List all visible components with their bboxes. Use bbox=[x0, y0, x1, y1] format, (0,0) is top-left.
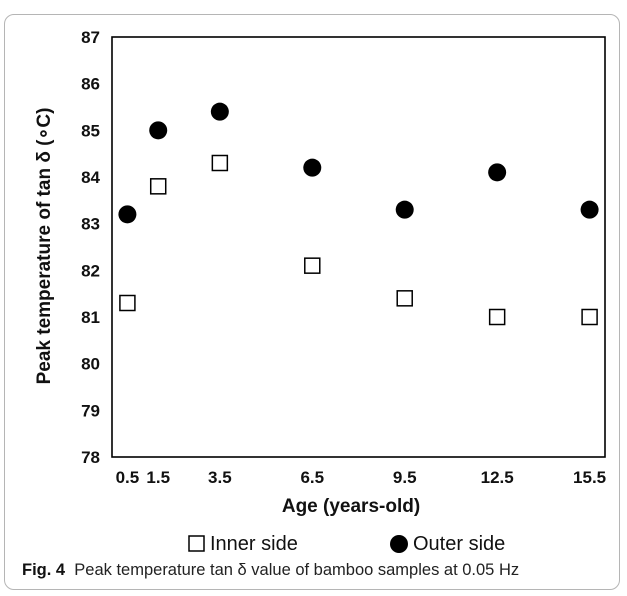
y-tick-label: 83 bbox=[81, 215, 100, 234]
outer-side-point bbox=[303, 158, 322, 177]
plot-area-border bbox=[111, 36, 606, 458]
outer-side-point bbox=[149, 121, 168, 140]
outer-side-point bbox=[580, 200, 599, 219]
data-points bbox=[118, 102, 599, 326]
legend-marker-inner-side bbox=[188, 535, 205, 552]
y-tick-label: 86 bbox=[81, 75, 100, 94]
inner-side-point bbox=[304, 257, 321, 274]
outer-side-point bbox=[118, 205, 137, 224]
y-tick-label: 78 bbox=[81, 448, 100, 467]
inner-side-point bbox=[119, 294, 136, 312]
inner-side-point bbox=[581, 308, 598, 326]
legend-label-outer-side: Outer side bbox=[413, 533, 505, 555]
caption-text: Peak temperature tan δ value of bamboo s… bbox=[74, 561, 520, 579]
x-tick-label: 1.5 bbox=[146, 468, 170, 487]
x-tick-label: 0.5 bbox=[116, 468, 140, 487]
tick-labels: 78 79 80 81 82 83 84 85 86 87 0.5 1.5 3.5 6.5 9.5 12.5 1… bbox=[81, 28, 606, 487]
outer-side-point bbox=[210, 102, 229, 121]
y-tick-label: 87 bbox=[81, 28, 100, 47]
outer-side-point bbox=[488, 163, 507, 182]
x-tick-label: 15.5 bbox=[573, 468, 606, 487]
inner-side-point bbox=[396, 290, 413, 307]
x-tick-label: 9.5 bbox=[393, 468, 417, 487]
y-tick-label: 81 bbox=[81, 308, 100, 327]
caption-label: Fig. 4 bbox=[22, 561, 66, 579]
x-axis-title: Age (years-old) bbox=[282, 496, 420, 517]
x-tick-label: 12.5 bbox=[481, 468, 514, 487]
legend-label-inner-side: Inner side bbox=[210, 533, 298, 555]
axes bbox=[111, 36, 606, 458]
legend: Inner side Outer side bbox=[188, 533, 505, 555]
inner-side-point bbox=[211, 154, 229, 172]
figure-frame bbox=[4, 14, 620, 590]
y-tick-label: 84 bbox=[81, 168, 100, 187]
y-tick-label: 85 bbox=[81, 121, 100, 140]
y-tick-label: 79 bbox=[81, 401, 100, 420]
inner-side-point bbox=[149, 178, 167, 195]
x-tick-label: 6.5 bbox=[300, 468, 324, 487]
y-tick-label: 80 bbox=[81, 355, 100, 374]
outer-side-point bbox=[395, 200, 414, 219]
y-tick-label: 82 bbox=[81, 261, 100, 280]
y-axis-title: Peak temperature of tan δ (∘C) bbox=[34, 108, 55, 385]
inner-side-point bbox=[488, 308, 506, 326]
x-tick-label: 3.5 bbox=[208, 468, 232, 487]
figure-caption: Fig. 4 Peak temperature tan δ value of b… bbox=[22, 561, 519, 580]
legend-marker-outer-side bbox=[390, 535, 408, 553]
